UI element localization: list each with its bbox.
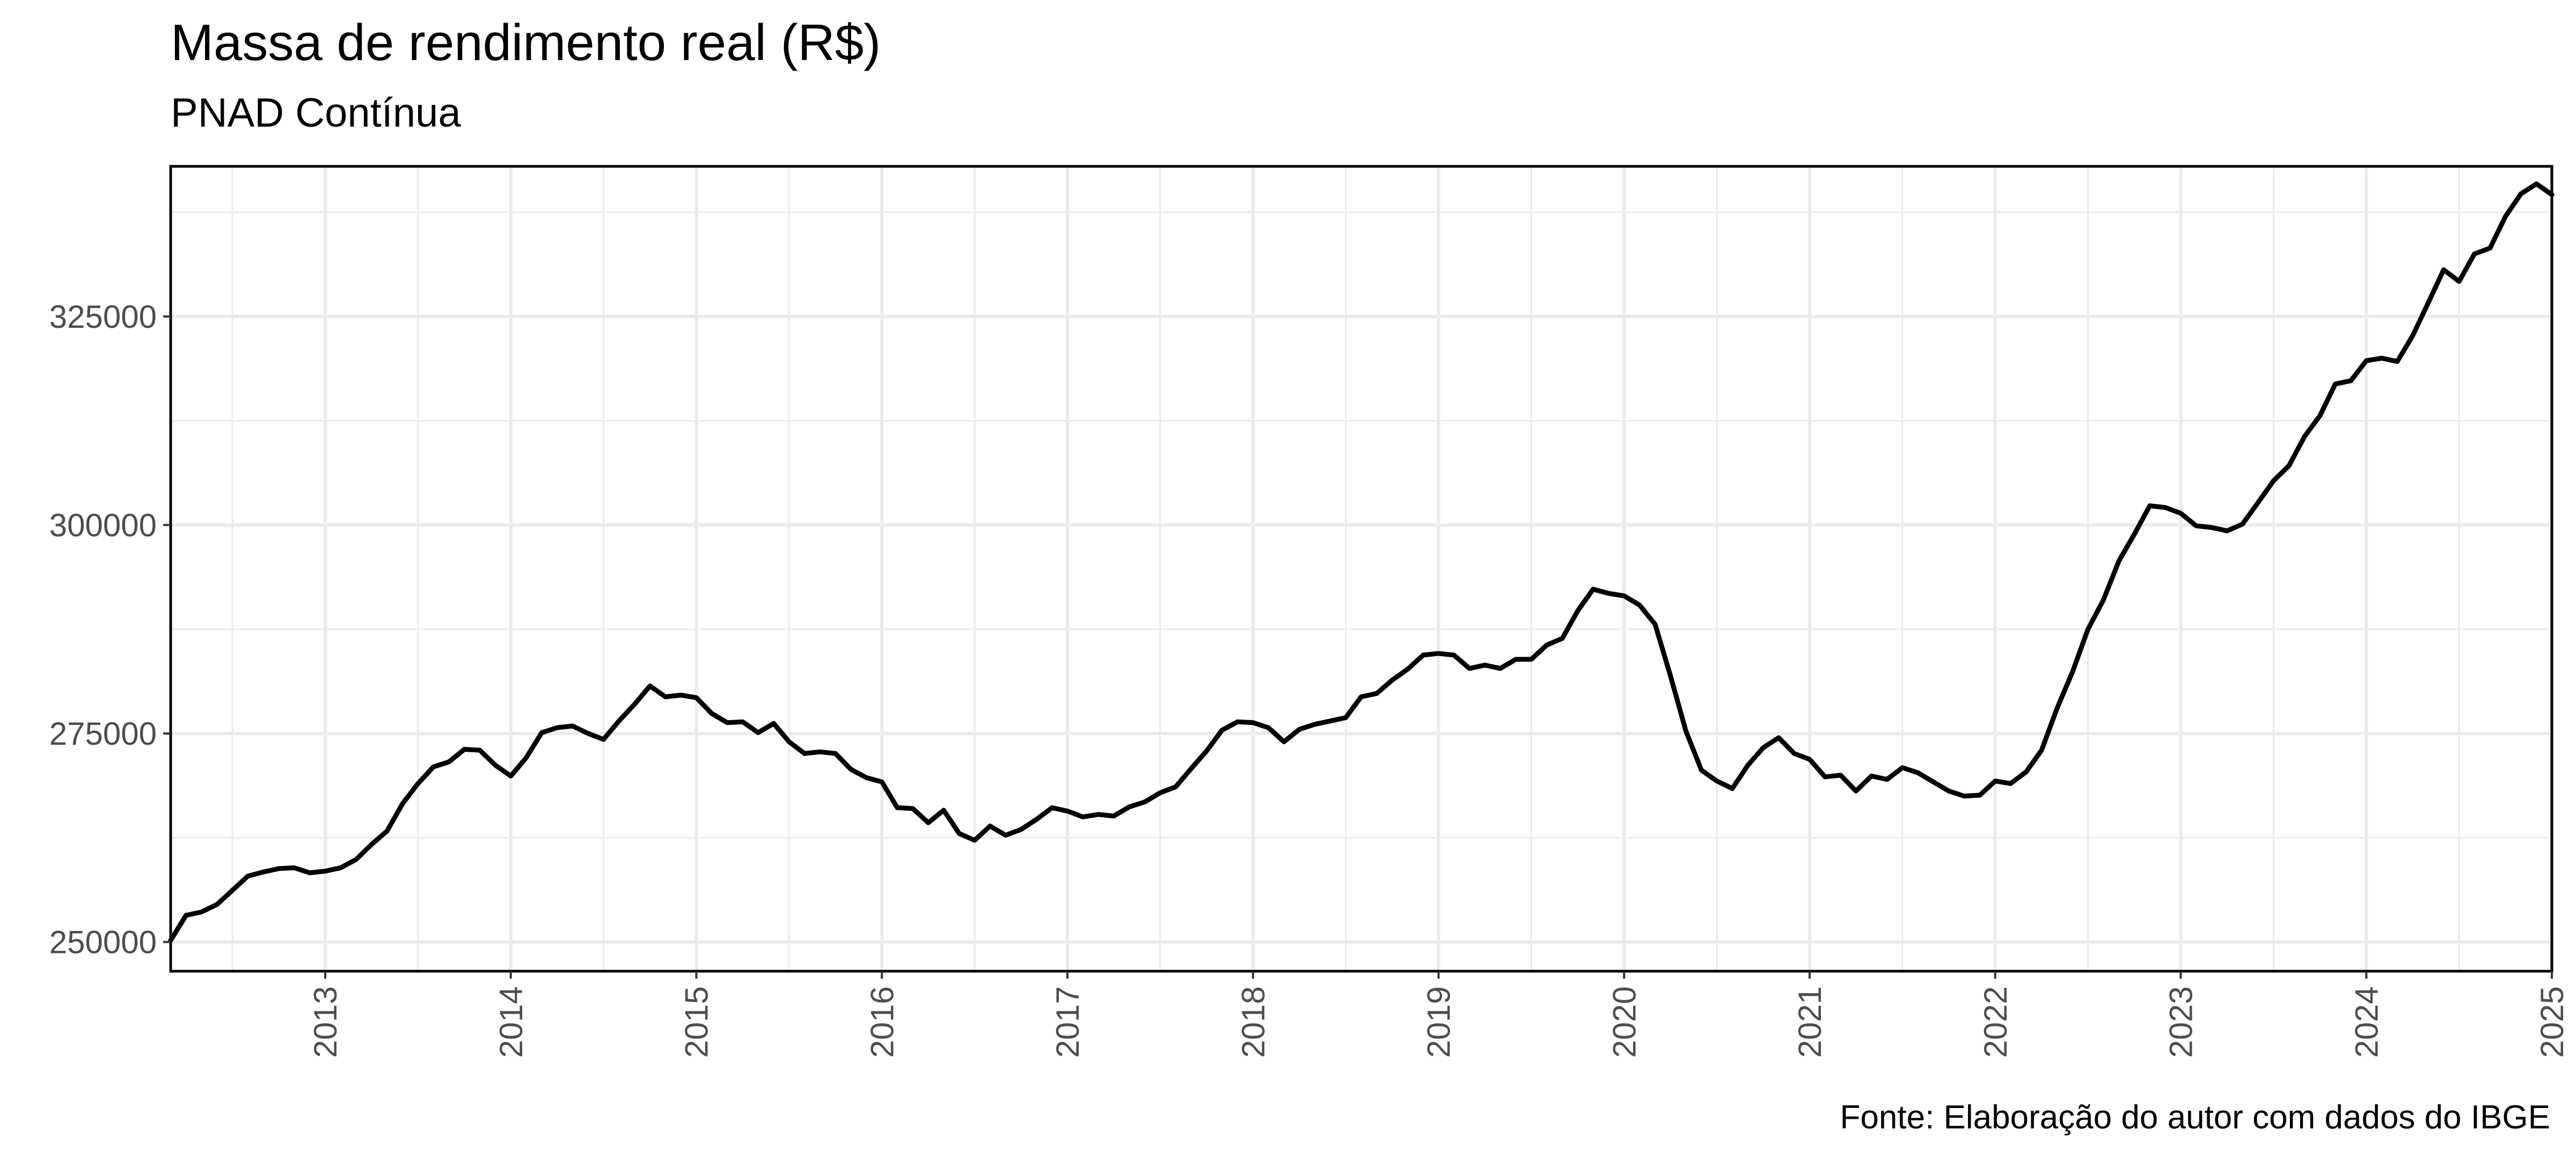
x-tick-label: 2017 xyxy=(1050,986,1086,1058)
y-tick-label: 300000 xyxy=(49,507,157,543)
x-tick-label: 2025 xyxy=(2534,986,2570,1058)
minor-gridlines xyxy=(171,166,2552,971)
chart-caption: Fonte: Elaboração do autor com dados do … xyxy=(1840,1099,2550,1136)
panel-frame xyxy=(169,165,2553,973)
x-tick-label: 2015 xyxy=(679,986,715,1058)
x-tick-label: 2024 xyxy=(2348,986,2384,1058)
y-axis: 250000 275000 300000 325000 xyxy=(49,299,171,960)
x-tick-label: 2020 xyxy=(1606,986,1642,1058)
x-tick-label: 2013 xyxy=(308,986,343,1058)
y-tick-label: 325000 xyxy=(49,299,157,335)
x-tick-label: 2018 xyxy=(1235,986,1271,1058)
x-axis: 2013 2014 2015 2016 2017 2018 2019 2020 2021 2022… xyxy=(308,971,2570,1058)
x-tick-label: 2023 xyxy=(2163,986,2199,1058)
x-tick-label: 2021 xyxy=(1792,986,1828,1058)
panel-border xyxy=(169,165,2553,973)
major-gridlines xyxy=(171,166,2553,971)
plot-panel xyxy=(168,165,2555,973)
series-line xyxy=(168,181,2555,943)
chart-title: Massa de rendimento real (R$) xyxy=(171,14,881,71)
x-tick-label: 2022 xyxy=(1978,986,2014,1058)
y-tick-label: 250000 xyxy=(49,925,157,960)
y-tick-label: 275000 xyxy=(49,716,157,752)
x-tick-label: 2019 xyxy=(1421,986,1457,1058)
chart-subtitle: PNAD Contínua xyxy=(171,90,461,136)
x-tick-label: 2014 xyxy=(493,986,529,1058)
x-tick-label: 2016 xyxy=(864,986,900,1058)
